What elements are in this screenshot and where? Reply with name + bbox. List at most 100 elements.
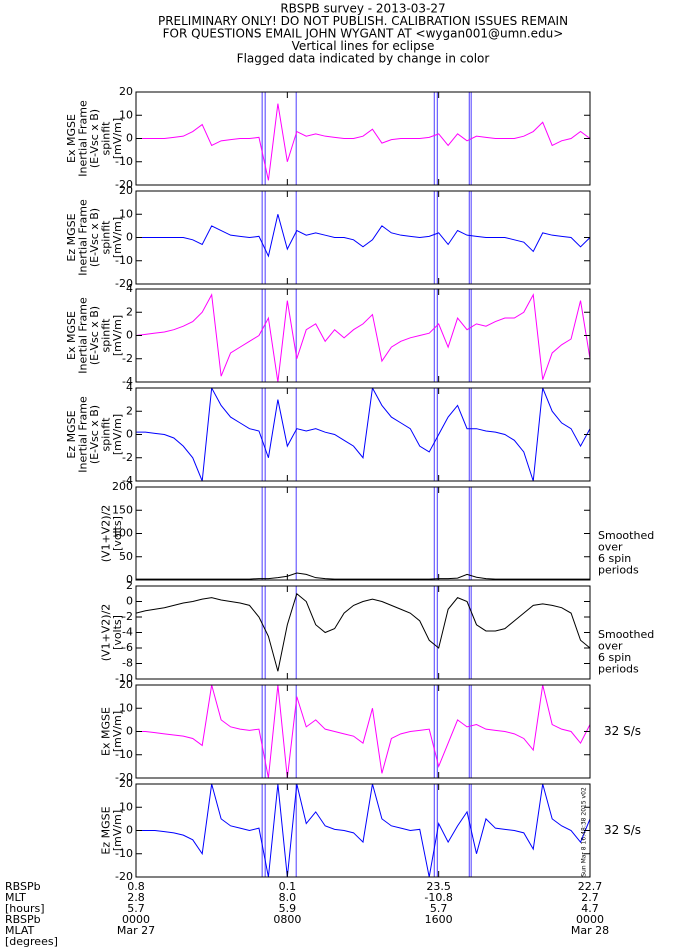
y-tick-label: 10 bbox=[119, 701, 133, 714]
y-tick-label: -4 bbox=[122, 474, 133, 487]
panel-annotation: periods bbox=[598, 564, 639, 577]
ephemeris-value: 22.7 bbox=[578, 880, 603, 893]
y-axis-label: Ez MGSE bbox=[65, 410, 78, 458]
y-axis-label: spinfit bbox=[100, 121, 113, 156]
ephemeris-value: 5.9 bbox=[279, 902, 297, 915]
panel-annotation: 32 S/s bbox=[604, 724, 641, 738]
version-stamp: Sun Mar 8 16:48:38 2015 v02 bbox=[581, 787, 588, 877]
y-axis-label: Ez MGSE bbox=[100, 806, 113, 854]
y-tick-label: 0 bbox=[126, 132, 133, 145]
data-line bbox=[136, 685, 590, 778]
y-tick-label: 0 bbox=[126, 428, 133, 441]
ephemeris-value: 2.8 bbox=[127, 891, 145, 904]
date-label: Mar 28 bbox=[571, 924, 609, 937]
date-label: Mar 27 bbox=[117, 924, 155, 937]
y-tick-label: 0 bbox=[126, 595, 133, 608]
y-tick-label: -2 bbox=[122, 352, 133, 365]
y-tick-label: 4 bbox=[126, 282, 133, 295]
y-tick-label: 20 bbox=[119, 678, 133, 691]
ephemeris-label: MLT bbox=[5, 891, 26, 904]
data-line bbox=[136, 388, 590, 481]
header-line: RBSPB survey - 2013-03-27 bbox=[280, 2, 445, 16]
y-tick-label: -20 bbox=[115, 870, 133, 883]
ephemeris-value: 2.7 bbox=[581, 891, 599, 904]
panel-annotation: Smoothed bbox=[598, 529, 654, 542]
y-tick-label: -20 bbox=[115, 178, 133, 191]
panel-annotation: 6 spin bbox=[598, 552, 631, 565]
x-tick-label: 1600 bbox=[425, 913, 453, 926]
y-axis-label: [mV/m] bbox=[111, 315, 124, 356]
y-tick-label: 2 bbox=[126, 579, 133, 592]
y-tick-label: 2 bbox=[126, 305, 133, 318]
y-tick-label: 10 bbox=[119, 108, 133, 121]
ephemeris-label: [hours] bbox=[5, 902, 45, 915]
y-tick-label: 50 bbox=[119, 550, 133, 563]
y-tick-label: -20 bbox=[115, 277, 133, 290]
y-tick-label: 0 bbox=[126, 573, 133, 586]
ephemeris-label: RBSPb bbox=[5, 913, 41, 926]
ephemeris-value: -10.8 bbox=[424, 891, 452, 904]
y-axis-label: (E-Vsc x B) bbox=[88, 306, 101, 365]
ephemeris-label: RBSPb bbox=[5, 880, 41, 893]
x-tick-label: 0000 bbox=[576, 913, 604, 926]
y-axis-label: [mV/m] bbox=[111, 810, 124, 851]
y-axis-label: [mV/m] bbox=[111, 711, 124, 752]
ephemeris-value: 0.8 bbox=[127, 880, 145, 893]
y-tick-label: 0 bbox=[126, 231, 133, 244]
y-tick-label: -10 bbox=[115, 254, 133, 267]
y-tick-label: 20 bbox=[119, 777, 133, 790]
y-axis-label: [mV/m] bbox=[111, 414, 124, 455]
y-axis-label: spinfit bbox=[100, 417, 113, 452]
y-tick-label: -6 bbox=[122, 641, 133, 654]
data-line bbox=[136, 784, 590, 877]
y-axis-label: spinfit bbox=[100, 220, 113, 255]
y-tick-label: -2 bbox=[122, 610, 133, 623]
y-axis-label: (V1+V2)/2 bbox=[100, 604, 113, 662]
panel-annotation: 6 spin bbox=[598, 651, 631, 664]
y-axis-label: Ex MGSE bbox=[65, 311, 78, 360]
y-tick-label: -10 bbox=[115, 847, 133, 860]
y-axis-label: (E-Vsc x B) bbox=[88, 109, 101, 168]
y-tick-label: -20 bbox=[115, 771, 133, 784]
ephemeris-value: 8.0 bbox=[279, 891, 297, 904]
header-line: PRELIMINARY ONLY! DO NOT PUBLISH. CALIBR… bbox=[158, 14, 568, 28]
y-tick-label: -10 bbox=[115, 672, 133, 685]
panel-annotation: over bbox=[598, 541, 623, 554]
ephemeris-value: 5.7 bbox=[127, 902, 145, 915]
y-tick-label: -10 bbox=[115, 155, 133, 168]
y-tick-label: 0 bbox=[126, 329, 133, 342]
data-line bbox=[136, 103, 590, 181]
y-tick-label: -4 bbox=[122, 626, 133, 639]
y-tick-label: 100 bbox=[112, 527, 133, 540]
header-line: FOR QUESTIONS EMAIL JOHN WYGANT AT <wyga… bbox=[163, 27, 564, 41]
y-axis-label: [volts] bbox=[111, 615, 124, 650]
ephemeris-label: MLAT bbox=[5, 924, 35, 937]
y-tick-label: 150 bbox=[112, 503, 133, 516]
data-line bbox=[136, 214, 590, 258]
data-line bbox=[136, 572, 590, 580]
y-axis-label: Ex MGSE bbox=[100, 707, 113, 756]
y-tick-label: -2 bbox=[122, 451, 133, 464]
y-axis-label: [mV/m] bbox=[111, 118, 124, 159]
y-tick-label: -8 bbox=[122, 657, 133, 670]
x-tick-label: 0000 bbox=[122, 913, 150, 926]
y-tick-label: 0 bbox=[126, 824, 133, 837]
data-line bbox=[136, 592, 590, 672]
y-axis-label: (V1+V2)/2 bbox=[100, 505, 113, 563]
header-line: Vertical lines for eclipse bbox=[292, 39, 435, 53]
panel-annotation: Smoothed bbox=[598, 628, 654, 641]
header-line: Flagged data indicated by change in colo… bbox=[237, 52, 490, 66]
panel-annotation: 32 S/s bbox=[604, 823, 641, 837]
y-tick-label: -10 bbox=[115, 748, 133, 761]
y-tick-label: 20 bbox=[119, 184, 133, 197]
x-tick-label: 0800 bbox=[273, 913, 301, 926]
y-tick-label: -4 bbox=[122, 375, 133, 388]
y-axis-label: Ex MGSE bbox=[65, 114, 78, 163]
y-axis-label: spinfit bbox=[100, 318, 113, 353]
y-tick-label: 2 bbox=[126, 404, 133, 417]
y-axis-label: [mV/m] bbox=[111, 217, 124, 258]
y-axis-label: Inertial Frame bbox=[77, 199, 90, 276]
y-axis-label: (E-Vsc x B) bbox=[88, 405, 101, 464]
